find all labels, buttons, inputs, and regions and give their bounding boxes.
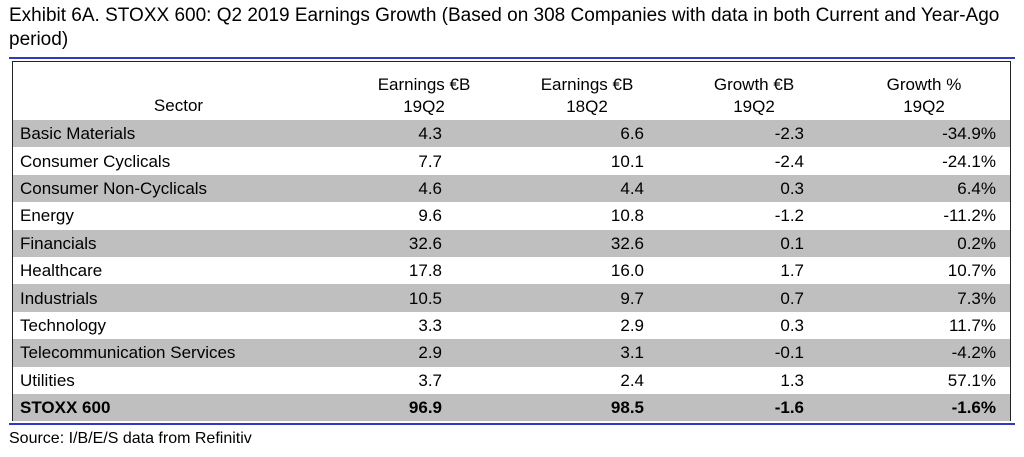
total-earnings-18q2-cell: 98.5 [504,393,670,422]
earnings-18q2-cell: 2.4 [620,370,644,390]
earnings-19q2-cell: 7.7 [418,151,442,171]
earnings-19q2-cell: 32.6 [344,229,504,257]
growth-pct-cell: 10.7% [947,261,996,281]
earnings-19q2-cell: 9.6 [418,206,442,226]
header-growth-eur: Growth €B 19Q2 [713,75,795,116]
growth-eur-cell: -0.1 [670,339,838,367]
table-row: Technology 3.3 2.9 0.3 11.7% [13,312,1010,339]
chart-title: Exhibit 6A. STOXX 600: Q2 2019 Earnings … [9,5,1000,50]
growth-pct-cell: 7.3% [838,284,1010,312]
growth-pct-cell: -24.1% [942,151,996,171]
growth-eur-cell: -2.4 [774,151,804,171]
growth-eur-cell: 0.7 [670,284,838,312]
total-sector-cell: STOXX 600 [13,393,344,422]
growth-eur-cell: 0.3 [780,315,804,335]
growth-eur-cell: -2.3 [670,120,838,148]
earnings-19q2-cell: 3.3 [418,315,442,335]
growth-eur-cell: 0.1 [670,229,838,257]
growth-eur-cell: 1.3 [780,370,804,390]
header-earnings-18q2: Earnings €B 18Q2 [540,75,634,116]
earnings-18q2-cell: 32.6 [504,229,670,257]
sector-cell: Technology [20,315,107,335]
source-note: Source: I/B/E/S data from Refinitiv [9,430,252,447]
growth-pct-cell: 11.7% [949,315,996,335]
earnings-18q2-cell: 6.6 [504,120,670,148]
total-earnings-19q2-cell: 96.9 [344,393,504,422]
growth-pct-cell: -4.2% [838,339,1010,367]
table-row: Healthcare 17.8 16.0 1.7 10.7% [13,257,1010,284]
table-row: Telecommunication Services 2.9 3.1 -0.1 … [13,339,1010,367]
earnings-table: Sector Earnings €B 19Q2 Earnings €B 18Q2… [13,62,1010,422]
growth-pct-cell: 0.2% [838,229,1010,257]
earnings-18q2-cell: 4.4 [504,174,670,203]
earnings-18q2-cell: 10.1 [610,151,644,171]
earnings-19q2-cell: 17.8 [408,261,442,281]
table-row: Energy 9.6 10.8 -1.2 -11.2% [13,202,1010,229]
earnings-18q2-cell: 16.0 [610,261,644,281]
growth-pct-cell: 6.4% [838,174,1010,203]
table-row: Basic Materials 4.3 6.6 -2.3 -34.9% [13,120,1010,148]
sector-cell: Financials [13,229,344,257]
sector-cell: Healthcare [20,261,103,281]
table-row: Financials 32.6 32.6 0.1 0.2% [13,229,1010,257]
earnings-18q2-cell: 10.8 [610,206,644,226]
growth-pct-cell: -11.2% [943,206,996,226]
total-growth-pct-cell: -1.6% [838,393,1010,422]
sector-cell: Consumer Non-Cyclicals [13,174,344,203]
earnings-18q2-cell: 2.9 [620,315,644,335]
earnings-18q2-cell: 9.7 [504,284,670,312]
earnings-19q2-cell: 3.7 [418,370,442,390]
sector-cell: Utilities [20,370,75,390]
sector-cell: Industrials [13,284,344,312]
sector-cell: Telecommunication Services [13,339,344,367]
earnings-18q2-cell: 3.1 [504,339,670,367]
table-row: Consumer Non-Cyclicals 4.6 4.4 0.3 6.4% [13,174,1010,203]
header-row: Sector Earnings €B 19Q2 Earnings €B 18Q2… [13,62,1010,120]
table-row: Industrials 10.5 9.7 0.7 7.3% [13,284,1010,312]
growth-eur-cell: -1.2 [774,206,804,226]
total-growth-eur-cell: -1.6 [670,393,838,422]
growth-eur-cell: 0.3 [670,174,838,203]
sector-cell: Consumer Cyclicals [20,151,171,171]
header-earnings-19q2: Earnings €B 19Q2 [377,75,471,116]
header-sector: Sector [153,96,204,115]
table-row: Utilities 3.7 2.4 1.3 57.1% [13,367,1010,394]
earnings-19q2-cell: 10.5 [344,284,504,312]
table-row: Consumer Cyclicals 7.7 10.1 -2.4 -24.1% [13,147,1010,174]
growth-pct-cell: -34.9% [838,120,1010,148]
earnings-19q2-cell: 2.9 [344,339,504,367]
bottom-rule [9,423,1015,425]
total-row: STOXX 600 96.9 98.5 -1.6 -1.6% [13,393,1010,422]
earnings-19q2-cell: 4.6 [344,174,504,203]
header-growth-pct: Growth % 19Q2 [886,75,962,116]
growth-eur-cell: 1.7 [780,261,804,281]
growth-pct-cell: 57.1% [947,370,996,390]
earnings-19q2-cell: 4.3 [344,120,504,148]
sector-cell: Energy [20,206,74,226]
top-rule [9,57,1015,59]
sector-cell: Basic Materials [13,120,344,148]
